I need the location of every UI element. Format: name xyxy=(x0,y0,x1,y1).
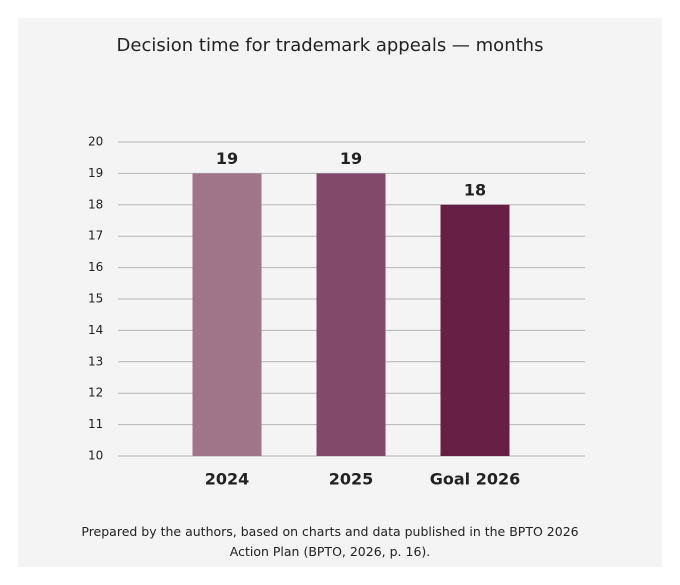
y-tick-label: 20 xyxy=(88,135,103,149)
bar xyxy=(316,173,386,456)
x-tick-label: 2025 xyxy=(329,470,374,489)
y-tick-label: 11 xyxy=(88,417,103,431)
x-tick-label: 2024 xyxy=(205,470,250,489)
bar xyxy=(440,204,510,456)
y-tick-label: 15 xyxy=(88,292,103,306)
x-tick-label: Goal 2026 xyxy=(430,470,521,489)
y-tick-label: 14 xyxy=(88,323,103,337)
y-tick-label: 10 xyxy=(88,449,103,463)
bar xyxy=(192,173,262,456)
value-label: 19 xyxy=(340,149,362,168)
y-tick-label: 19 xyxy=(88,166,103,180)
y-tick-label: 13 xyxy=(88,354,103,368)
y-tick-label: 17 xyxy=(88,229,103,243)
value-label: 18 xyxy=(464,180,486,199)
value-label: 19 xyxy=(216,149,238,168)
y-tick-label: 12 xyxy=(88,386,103,400)
y-tick-label: 16 xyxy=(88,260,103,274)
caption: Prepared by the authors, based on charts… xyxy=(81,524,579,559)
chart-title: Decision time for trademark appeals — mo… xyxy=(117,35,544,56)
y-tick-label: 18 xyxy=(88,197,103,211)
